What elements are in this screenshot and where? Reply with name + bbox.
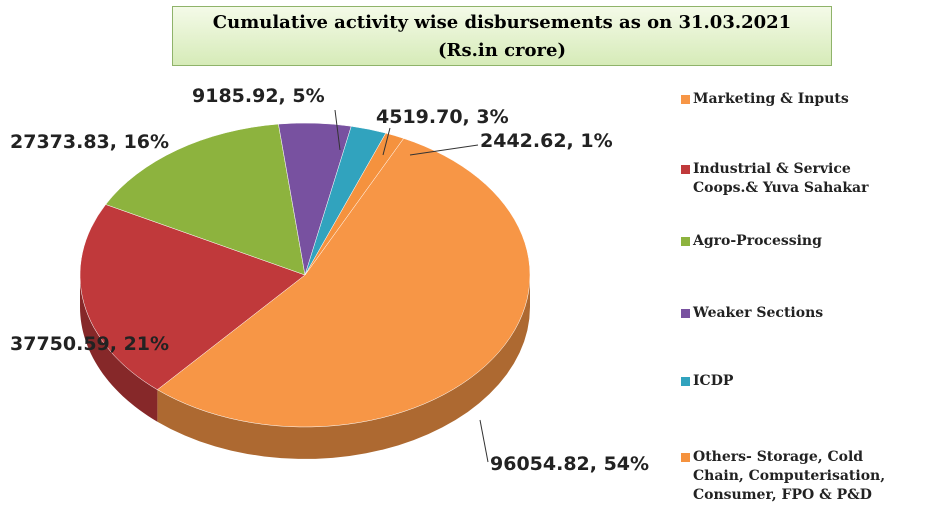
- legend-item: ICDP: [681, 372, 922, 391]
- legend-label: Weaker Sections: [693, 305, 824, 321]
- legend-label: ICDP: [693, 373, 734, 389]
- data-label: 9185.92, 5%: [192, 85, 325, 107]
- leader-line: [409, 144, 479, 156]
- legend-label: Marketing & Inputs: [693, 91, 849, 107]
- slice-side: [80, 275, 158, 422]
- data-label: 37750.59, 21%: [10, 333, 169, 355]
- leader-line: [334, 109, 341, 151]
- legend-item: Weaker Sections: [681, 304, 922, 323]
- legend-swatch: [681, 377, 690, 386]
- slice: [79, 204, 306, 391]
- legend-swatch: [681, 237, 690, 246]
- data-label: 4519.70, 3%: [376, 106, 509, 128]
- legend-swatch: [681, 95, 690, 104]
- legend-item: Others- Storage, Cold Chain, Computerisa…: [681, 448, 922, 505]
- legend-item: Marketing & Inputs: [681, 90, 922, 109]
- slice-side: [157, 275, 530, 459]
- chart-subtitle: (Rs.in crore): [438, 40, 566, 61]
- legend-swatch: [681, 453, 690, 462]
- legend-item: Industrial & Service Coops.& Yuva Sahaka…: [681, 160, 922, 198]
- legend-label: Agro-Processing: [693, 233, 822, 249]
- leader-line: [479, 419, 489, 463]
- legend-swatch: [681, 309, 690, 318]
- legend-swatch: [681, 165, 690, 174]
- title-box: Cumulative activity wise disbursements a…: [172, 6, 832, 66]
- slice: [304, 132, 405, 276]
- legend-label: Industrial & Service Coops.& Yuva Sahaka…: [693, 161, 869, 196]
- slice: [105, 123, 306, 276]
- legend-item: Agro-Processing: [681, 232, 922, 251]
- slice: [156, 138, 531, 428]
- data-label: 96054.82, 54%: [490, 453, 649, 475]
- data-label: 27373.83, 16%: [10, 131, 169, 153]
- leader-line: [382, 127, 391, 156]
- legend-label: Others- Storage, Cold Chain, Computerisa…: [693, 449, 886, 503]
- chart-title: Cumulative activity wise disbursements a…: [212, 12, 792, 33]
- data-label: 2442.62, 1%: [480, 130, 613, 152]
